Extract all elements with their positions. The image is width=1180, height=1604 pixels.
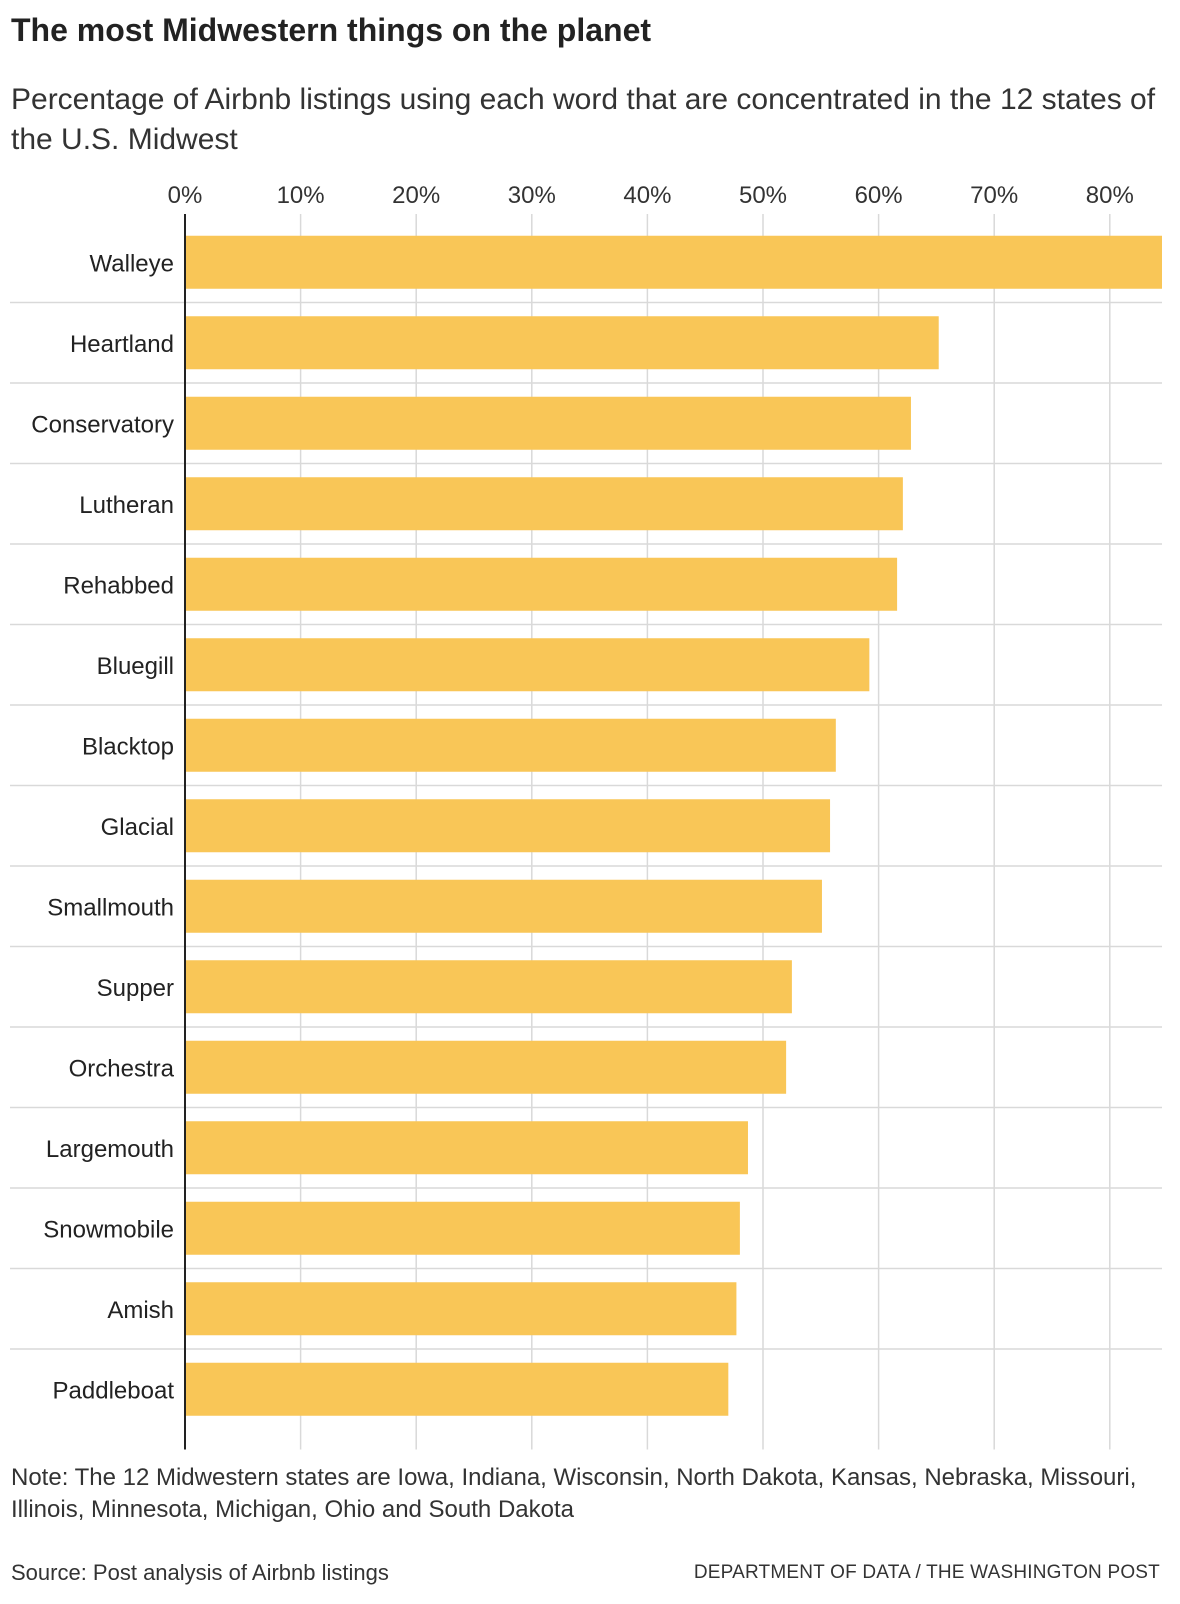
category-label: Largemouth — [46, 1136, 174, 1163]
bar-chart: 0% 10% 20% 30% 40% 50% 60% 70% 80% Walleye Heartl… — [10, 182, 1162, 1450]
bar-heartland — [185, 316, 939, 370]
x-tick-label: 0% — [168, 182, 203, 209]
category-label: Amish — [107, 1297, 174, 1324]
bar-orchestra — [185, 1040, 787, 1094]
bar-glacial — [185, 799, 831, 853]
category-label: Supper — [97, 975, 174, 1002]
category-label: Snowmobile — [43, 1216, 174, 1243]
category-label: Smallmouth — [47, 894, 174, 921]
bar-supper — [185, 960, 792, 1014]
bar-conservatory — [185, 396, 911, 450]
bar-lutheran — [185, 477, 903, 531]
bar-blacktop — [185, 718, 836, 772]
category-label: Walleye — [90, 250, 174, 277]
x-tick-label: 30% — [508, 182, 556, 209]
chart-subtitle: Percentage of Airbnb listings using each… — [11, 83, 1156, 156]
category-label: Lutheran — [79, 492, 174, 519]
category-label: Paddleboat — [53, 1377, 175, 1404]
category-label: Conservatory — [31, 411, 174, 438]
bar-walleye — [185, 235, 1162, 289]
x-tick-label: 10% — [277, 182, 325, 209]
row-separators — [10, 301, 1162, 1350]
x-tick-label: 70% — [970, 182, 1018, 209]
x-tick-label: 50% — [739, 182, 787, 209]
x-tick-label: 20% — [392, 182, 440, 209]
bar-paddleboat — [185, 1362, 729, 1416]
category-labels: Walleye Heartland Conservatory Lutheran Reha… — [31, 250, 174, 1404]
credit-text: DEPARTMENT OF DATA / THE WASHINGTON POST — [693, 1562, 1160, 1583]
category-label: Rehabbed — [63, 572, 174, 599]
category-label: Heartland — [70, 331, 174, 358]
x-tick-label: 60% — [855, 182, 903, 209]
x-axis-ticks: 0% 10% 20% 30% 40% 50% 60% 70% 80% — [168, 182, 1134, 209]
x-tick-label: 40% — [623, 182, 671, 209]
category-label: Orchestra — [69, 1055, 175, 1082]
bar-largemouth — [185, 1121, 748, 1175]
source-text: Source: Post analysis of Airbnb listings — [11, 1560, 389, 1585]
category-label: Blacktop — [82, 733, 174, 760]
bars — [185, 235, 1162, 1416]
bar-smallmouth — [185, 879, 822, 933]
category-label: Glacial — [101, 814, 174, 841]
bar-rehabbed — [185, 557, 898, 611]
category-label: Bluegill — [97, 653, 174, 680]
x-tick-label: 80% — [1086, 182, 1134, 209]
bar-bluegill — [185, 638, 870, 692]
chart-note: Note: The 12 Midwestern states are Iowa,… — [11, 1464, 1137, 1523]
chart-title: The most Midwestern things on the planet — [11, 12, 652, 48]
bar-snowmobile — [185, 1201, 740, 1255]
bar-amish — [185, 1282, 737, 1336]
